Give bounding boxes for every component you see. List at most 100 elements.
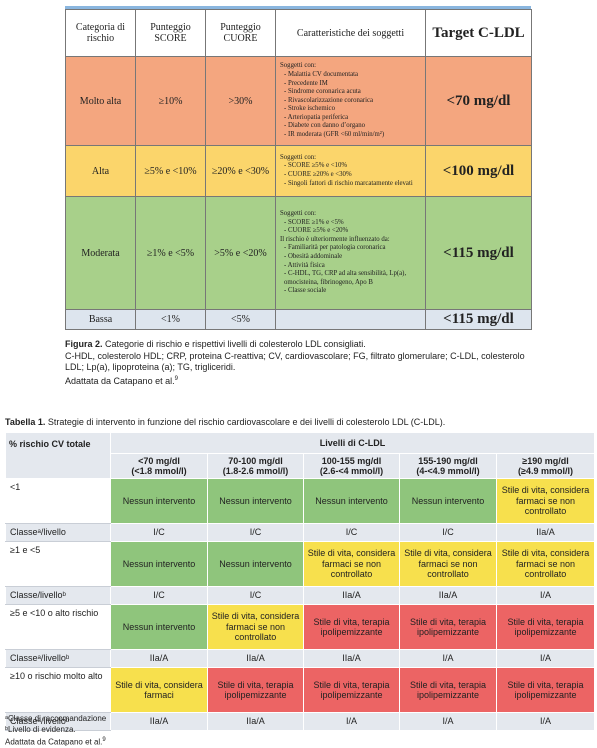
target: <100 mg/dl bbox=[425, 145, 532, 197]
ldl-column-line: ≥190 mg/dl bbox=[522, 455, 569, 466]
class: IIa/A bbox=[303, 586, 400, 605]
score: ≥1% e <5% bbox=[135, 196, 206, 310]
characteristics-list: SCORE ≥5% e <10%CUORE ≥20% e <30%Singoli… bbox=[280, 162, 421, 188]
characteristics-intro: Soggetti con: bbox=[280, 62, 317, 70]
score: ≥10% bbox=[135, 56, 206, 146]
category: Moderata bbox=[65, 196, 136, 310]
characteristic: Obesità addominale bbox=[284, 253, 421, 262]
characteristics: Soggetti con:Malattia CV documentataPrec… bbox=[275, 56, 426, 146]
ldl-header: Livelli di C-LDL bbox=[109, 432, 596, 454]
action: Stile di vita, considera farmaci se non … bbox=[303, 541, 400, 587]
score: ≥5% e <10% bbox=[135, 145, 206, 197]
risk-label: <1 bbox=[5, 478, 111, 524]
action: Nessun intervento bbox=[399, 478, 497, 524]
class: I/C bbox=[207, 586, 304, 605]
characteristic: CUORE ≥5% e <20% bbox=[284, 227, 421, 236]
class: IIa/A bbox=[495, 523, 596, 542]
class: I/A bbox=[495, 712, 596, 731]
caption-title: Categorie di rischio e rispettivi livell… bbox=[105, 339, 366, 349]
table-label: Tabella 1. bbox=[5, 417, 46, 427]
table-title-text: Strategie di intervento in funzione del … bbox=[47, 417, 446, 427]
ldl-column-line: (4-<4.9 mmol/l) bbox=[416, 466, 480, 476]
action-row: ≥5 e <10 o alto rischio Nessun intervento… bbox=[5, 604, 596, 650]
table-footnotes: ᵃClasse di raccomandazione ᵇLivello di ev… bbox=[5, 714, 106, 748]
characteristic: Rivascolarizzazione coronarica bbox=[284, 97, 421, 106]
ldl-column-line: 155-190 mg/dl bbox=[418, 455, 478, 466]
cuore: >5% e <20% bbox=[205, 196, 276, 310]
action-row: ≥10 o rischio molto alto Stile di vita, c… bbox=[5, 667, 596, 713]
class: IIa/A bbox=[207, 649, 304, 668]
ldl-column-line: <70 mg/dl bbox=[138, 455, 180, 466]
class: IIa/A bbox=[110, 712, 208, 731]
ldl-column: ≥190 mg/dl (≥4.9 mmol/l) bbox=[495, 453, 596, 479]
category: Bassa bbox=[65, 309, 136, 330]
characteristics-intro: Il rischio è ulteriormente influenzato d… bbox=[280, 235, 390, 243]
caption-title-line: Figura 2. Categorie di rischio e rispett… bbox=[65, 339, 535, 351]
class-label: Classeᵃ/livello bbox=[5, 523, 111, 542]
header-row: % rischio CV totale Livelli di C-LDL bbox=[5, 432, 596, 479]
action: Stile di vita, considera farmaci se non … bbox=[399, 541, 497, 587]
header-row: Categoria di rischio Punteggio SCORE Punte… bbox=[65, 9, 532, 57]
ldl-column: <70 mg/dl (<1.8 mmol/l) bbox=[110, 453, 208, 479]
class: I/C bbox=[110, 586, 208, 605]
cuore: <5% bbox=[205, 309, 276, 330]
class: I/C bbox=[207, 523, 304, 542]
class: I/A bbox=[495, 649, 596, 668]
ldl-column-line: 70-100 mg/dl bbox=[228, 455, 283, 466]
action: Stile di vita, considera farmaci se non … bbox=[495, 478, 596, 524]
table-source-line: Adattata da Catapano et al.9 bbox=[5, 735, 106, 748]
characteristic: Sindrome coronarica acuta bbox=[284, 88, 421, 97]
header-cell: Caratteristiche dei soggetti bbox=[275, 9, 426, 57]
action: Nessun intervento bbox=[110, 541, 208, 587]
ldl-column-line: 100-155 mg/dl bbox=[321, 455, 382, 466]
action: Nessun intervento bbox=[207, 478, 304, 524]
ldl-column-line: (2.6-<4 mmol/l) bbox=[319, 466, 384, 476]
header-cell: Punteggio SCORE bbox=[135, 9, 206, 57]
risk-row: Bassa <1% <5% <115 mg/dl bbox=[65, 309, 532, 330]
table-title: Tabella 1. Strategie di intervento in fu… bbox=[5, 417, 445, 427]
characteristic: Stroke ischemico bbox=[284, 105, 421, 114]
action: Nessun intervento bbox=[303, 478, 400, 524]
figure-caption: Figura 2. Categorie di rischio e rispett… bbox=[65, 339, 535, 387]
action: Stile di vita, terapia ipolipemizzante bbox=[495, 604, 596, 650]
class: IIa/A bbox=[207, 712, 304, 731]
risk-row: Moderata ≥1% e <5% >5% e <20% Soggetti con:… bbox=[65, 196, 532, 310]
characteristics-intro: Soggetti con: bbox=[280, 153, 317, 161]
cuore: ≥20% e <30% bbox=[205, 145, 276, 197]
class-label: Classeᵃ/livelloᵇ bbox=[5, 649, 111, 668]
caption-source: Adattata da Catapano et al. bbox=[65, 375, 175, 386]
characteristic: Classe sociale bbox=[284, 287, 421, 296]
class-label: Classe/livelloᵇ bbox=[5, 586, 111, 605]
action: Stile di vita, terapia ipolipemizzante bbox=[303, 667, 400, 713]
class: I/C bbox=[110, 523, 208, 542]
characteristic: Singoli fattori di rischio marcatamente … bbox=[284, 180, 421, 189]
characteristics: Soggetti con:SCORE ≥1% e <5%CUORE ≥5% e … bbox=[275, 196, 426, 310]
characteristic: C-HDL, TG, CRP ad alta sensibilità, Lp(a… bbox=[284, 270, 421, 287]
class: I/C bbox=[399, 523, 497, 542]
risk-label: ≥5 e <10 o alto rischio bbox=[5, 604, 111, 650]
action: Stile di vita, considera farmaci bbox=[110, 667, 208, 713]
action: Stile di vita, terapia ipolipemizzante bbox=[207, 667, 304, 713]
class: I/A bbox=[303, 712, 400, 731]
footnote: ᵃClasse di raccomandazione bbox=[5, 714, 107, 723]
figure: Categoria di rischio Punteggio SCORE Punte… bbox=[65, 6, 532, 330]
risk-label: ≥1 e <5 bbox=[5, 541, 111, 587]
class: I/C bbox=[303, 523, 400, 542]
action: Stile di vita, considera farmaci se non … bbox=[495, 541, 596, 587]
caption-source-line: Adattata da Catapano et al.9 bbox=[65, 374, 535, 388]
table-source-ref: 9 bbox=[102, 737, 106, 743]
caption-source-ref: 9 bbox=[174, 375, 178, 382]
ldl-column: 155-190 mg/dl (4-<4.9 mmol/l) bbox=[399, 453, 497, 479]
cuore: >30% bbox=[205, 56, 276, 146]
ldl-column-line: (≥4.9 mmol/l) bbox=[518, 466, 573, 476]
action: Stile di vita, considera farmaci se non … bbox=[207, 604, 304, 650]
header-row: <70 mg/dl (<1.8 mmol/l) 70-100 mg/dl (1.8-2… bbox=[6, 453, 596, 479]
score: <1% bbox=[135, 309, 206, 330]
class: I/A bbox=[399, 649, 497, 668]
class-row: Classe/livelloᵇ I/C I/C IIa/A IIa/A I/A bbox=[5, 586, 596, 605]
class: I/A bbox=[495, 586, 596, 605]
class: I/A bbox=[399, 712, 497, 731]
target: <115 mg/dl bbox=[425, 309, 532, 330]
footnote: ᵇLivello di evidenza. bbox=[5, 724, 76, 734]
risk-label: ≥10 o rischio molto alto bbox=[5, 667, 111, 713]
